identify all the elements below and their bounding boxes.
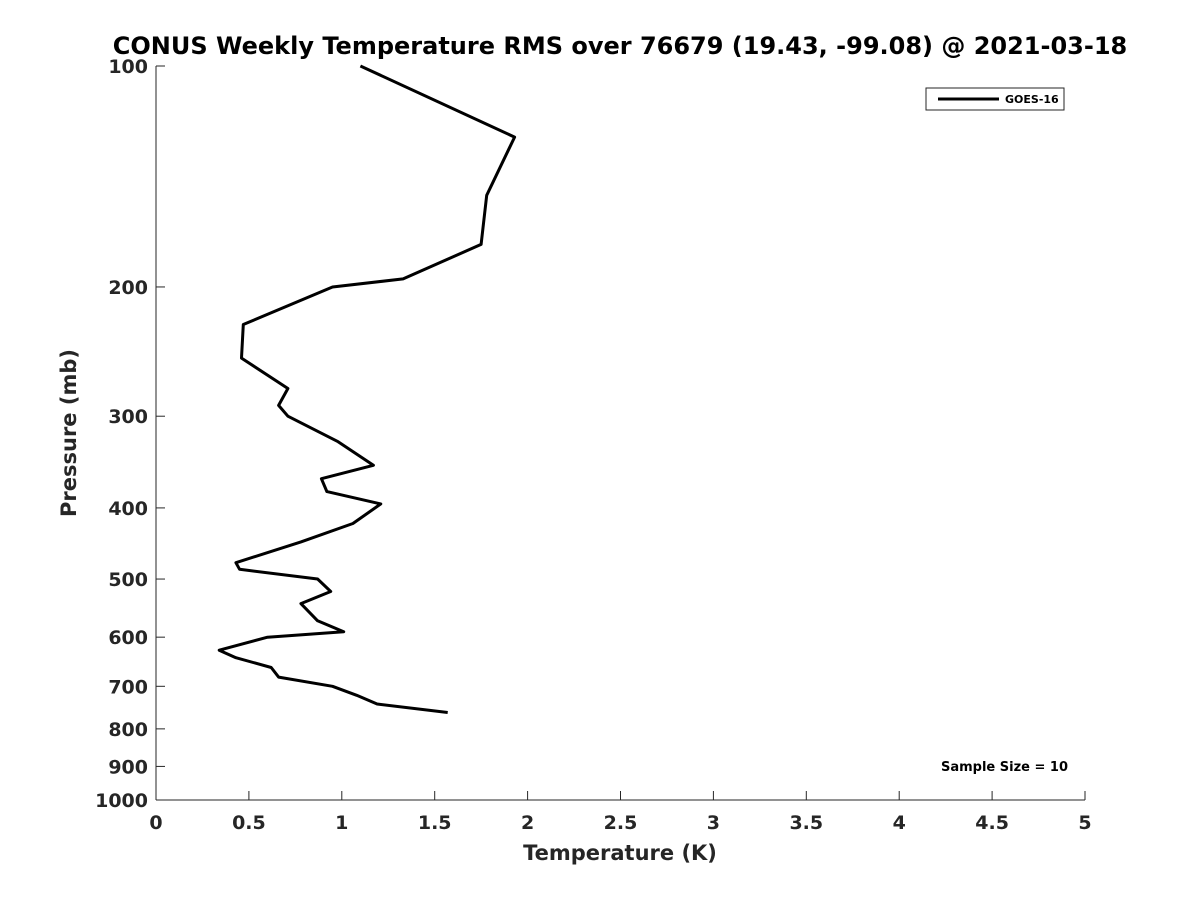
legend-label-goes-16: GOES-16 bbox=[1005, 93, 1059, 106]
y-tick-label: 800 bbox=[108, 719, 148, 741]
y-axis-label: Pressure (mb) bbox=[57, 349, 81, 517]
y-tick-label: 700 bbox=[108, 676, 148, 698]
x-tick-label: 3.5 bbox=[789, 812, 823, 834]
y-tick-label: 300 bbox=[108, 406, 148, 428]
series-line-goes-16 bbox=[217, 64, 517, 714]
chart-title: CONUS Weekly Temperature RMS over 76679 … bbox=[113, 32, 1127, 60]
x-tick-label: 1 bbox=[335, 812, 348, 834]
x-tick-label: 4 bbox=[893, 812, 906, 834]
y-tick-label: 100 bbox=[108, 56, 148, 78]
y-tick-label: 400 bbox=[108, 498, 148, 520]
plot-area bbox=[156, 66, 1085, 800]
x-axis-ticks: 0 0.5 1 1.5 2 2.5 3 3.5 4 4.5 5 bbox=[149, 791, 1092, 834]
legend: GOES-16 bbox=[925, 87, 1065, 111]
x-tick-label: 2.5 bbox=[604, 812, 638, 834]
x-tick-label: 4.5 bbox=[975, 812, 1009, 834]
x-tick-label: 0.5 bbox=[232, 812, 266, 834]
x-tick-label: 2 bbox=[521, 812, 534, 834]
x-axis-label: Temperature (K) bbox=[523, 841, 717, 865]
sample-size-annotation: Sample Size = 10 bbox=[941, 760, 1068, 775]
x-tick-label: 3 bbox=[707, 812, 720, 834]
x-tick-label: 1.5 bbox=[418, 812, 452, 834]
x-tick-label: 5 bbox=[1078, 812, 1091, 834]
y-axis-ticks: 100 200 300 400 500 600 700 800 900 1000 bbox=[95, 56, 165, 812]
series-layer bbox=[217, 64, 517, 714]
y-tick-label: 600 bbox=[108, 627, 148, 649]
x-tick-label: 0 bbox=[149, 812, 162, 834]
y-tick-label: 200 bbox=[108, 277, 148, 299]
y-tick-label: 1000 bbox=[95, 790, 148, 812]
y-tick-label: 900 bbox=[108, 756, 148, 778]
y-tick-label: 500 bbox=[108, 569, 148, 591]
